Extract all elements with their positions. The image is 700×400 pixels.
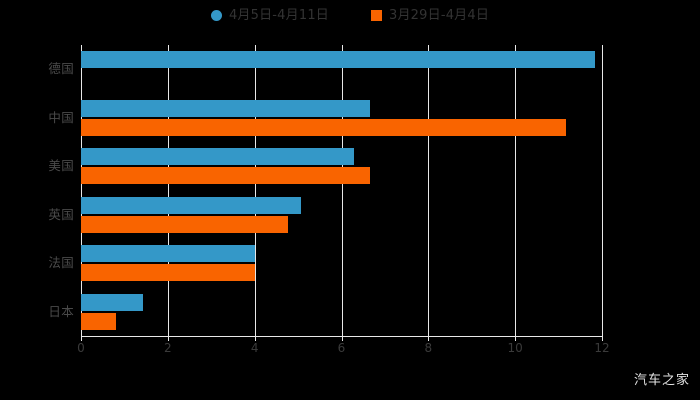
y-axis-tick-label: 德国 xyxy=(48,61,74,77)
x-axis-tick-mark xyxy=(428,336,430,341)
x-axis-tick-mark xyxy=(341,336,343,341)
bar[interactable] xyxy=(81,196,302,214)
x-axis-tick-mark xyxy=(167,336,169,341)
gridline-vertical xyxy=(254,45,256,336)
bar[interactable] xyxy=(81,148,355,166)
x-axis-tick-mark xyxy=(254,336,256,341)
legend-circle-marker-icon xyxy=(210,10,222,21)
x-axis-tick-label: 0 xyxy=(77,341,85,355)
x-axis-tick-label: 4 xyxy=(250,341,259,355)
y-axis-tick-label: 美国 xyxy=(48,158,74,174)
x-axis-tick-label: 2 xyxy=(164,341,172,355)
gridline-vertical xyxy=(428,45,430,336)
bar[interactable] xyxy=(81,215,289,233)
bar[interactable] xyxy=(81,167,371,185)
legend-label: 4月5日-4月11日 xyxy=(228,8,329,23)
legend-label: 3月29日-4月4日 xyxy=(389,8,490,23)
gridline-vertical xyxy=(81,45,82,336)
x-axis-tick-label: 8 xyxy=(424,341,433,355)
bar[interactable] xyxy=(81,264,255,282)
gridline-vertical xyxy=(167,45,169,336)
x-axis-tick-label: 10 xyxy=(507,341,523,355)
chart-legend: 4月5日-4月11日 3月29日-4月4日 xyxy=(0,8,700,23)
y-axis-category-labels: 德国中国美国英国法国日本 xyxy=(0,45,74,336)
bar[interactable] xyxy=(81,245,255,263)
y-axis-tick-label: 英国 xyxy=(48,206,74,222)
legend-entry[interactable]: 3月29日-4月4日 xyxy=(371,8,489,23)
gridline-vertical xyxy=(341,45,343,336)
x-axis-tick-label: 6 xyxy=(337,341,346,355)
x-axis-tick-mark xyxy=(602,336,603,341)
gridline-vertical xyxy=(515,45,517,336)
gridline-vertical xyxy=(602,45,603,336)
y-axis-tick-label: 日本 xyxy=(48,303,74,319)
bar[interactable] xyxy=(81,293,144,311)
legend-square-marker-icon xyxy=(371,10,382,21)
plot-area xyxy=(81,45,603,336)
bar[interactable] xyxy=(81,99,371,117)
y-axis-tick-label: 中国 xyxy=(48,109,74,125)
bar[interactable] xyxy=(81,51,596,69)
x-axis-tick-label: 12 xyxy=(594,341,610,355)
bar[interactable] xyxy=(81,312,116,330)
bar[interactable] xyxy=(81,118,567,136)
watermark: 汽车之家 xyxy=(633,373,690,388)
y-axis-tick-label: 法国 xyxy=(48,255,74,271)
x-axis-tick-mark xyxy=(81,336,82,341)
x-axis-tick-mark xyxy=(515,336,517,341)
legend-entry[interactable]: 4月5日-4月11日 xyxy=(210,8,329,23)
